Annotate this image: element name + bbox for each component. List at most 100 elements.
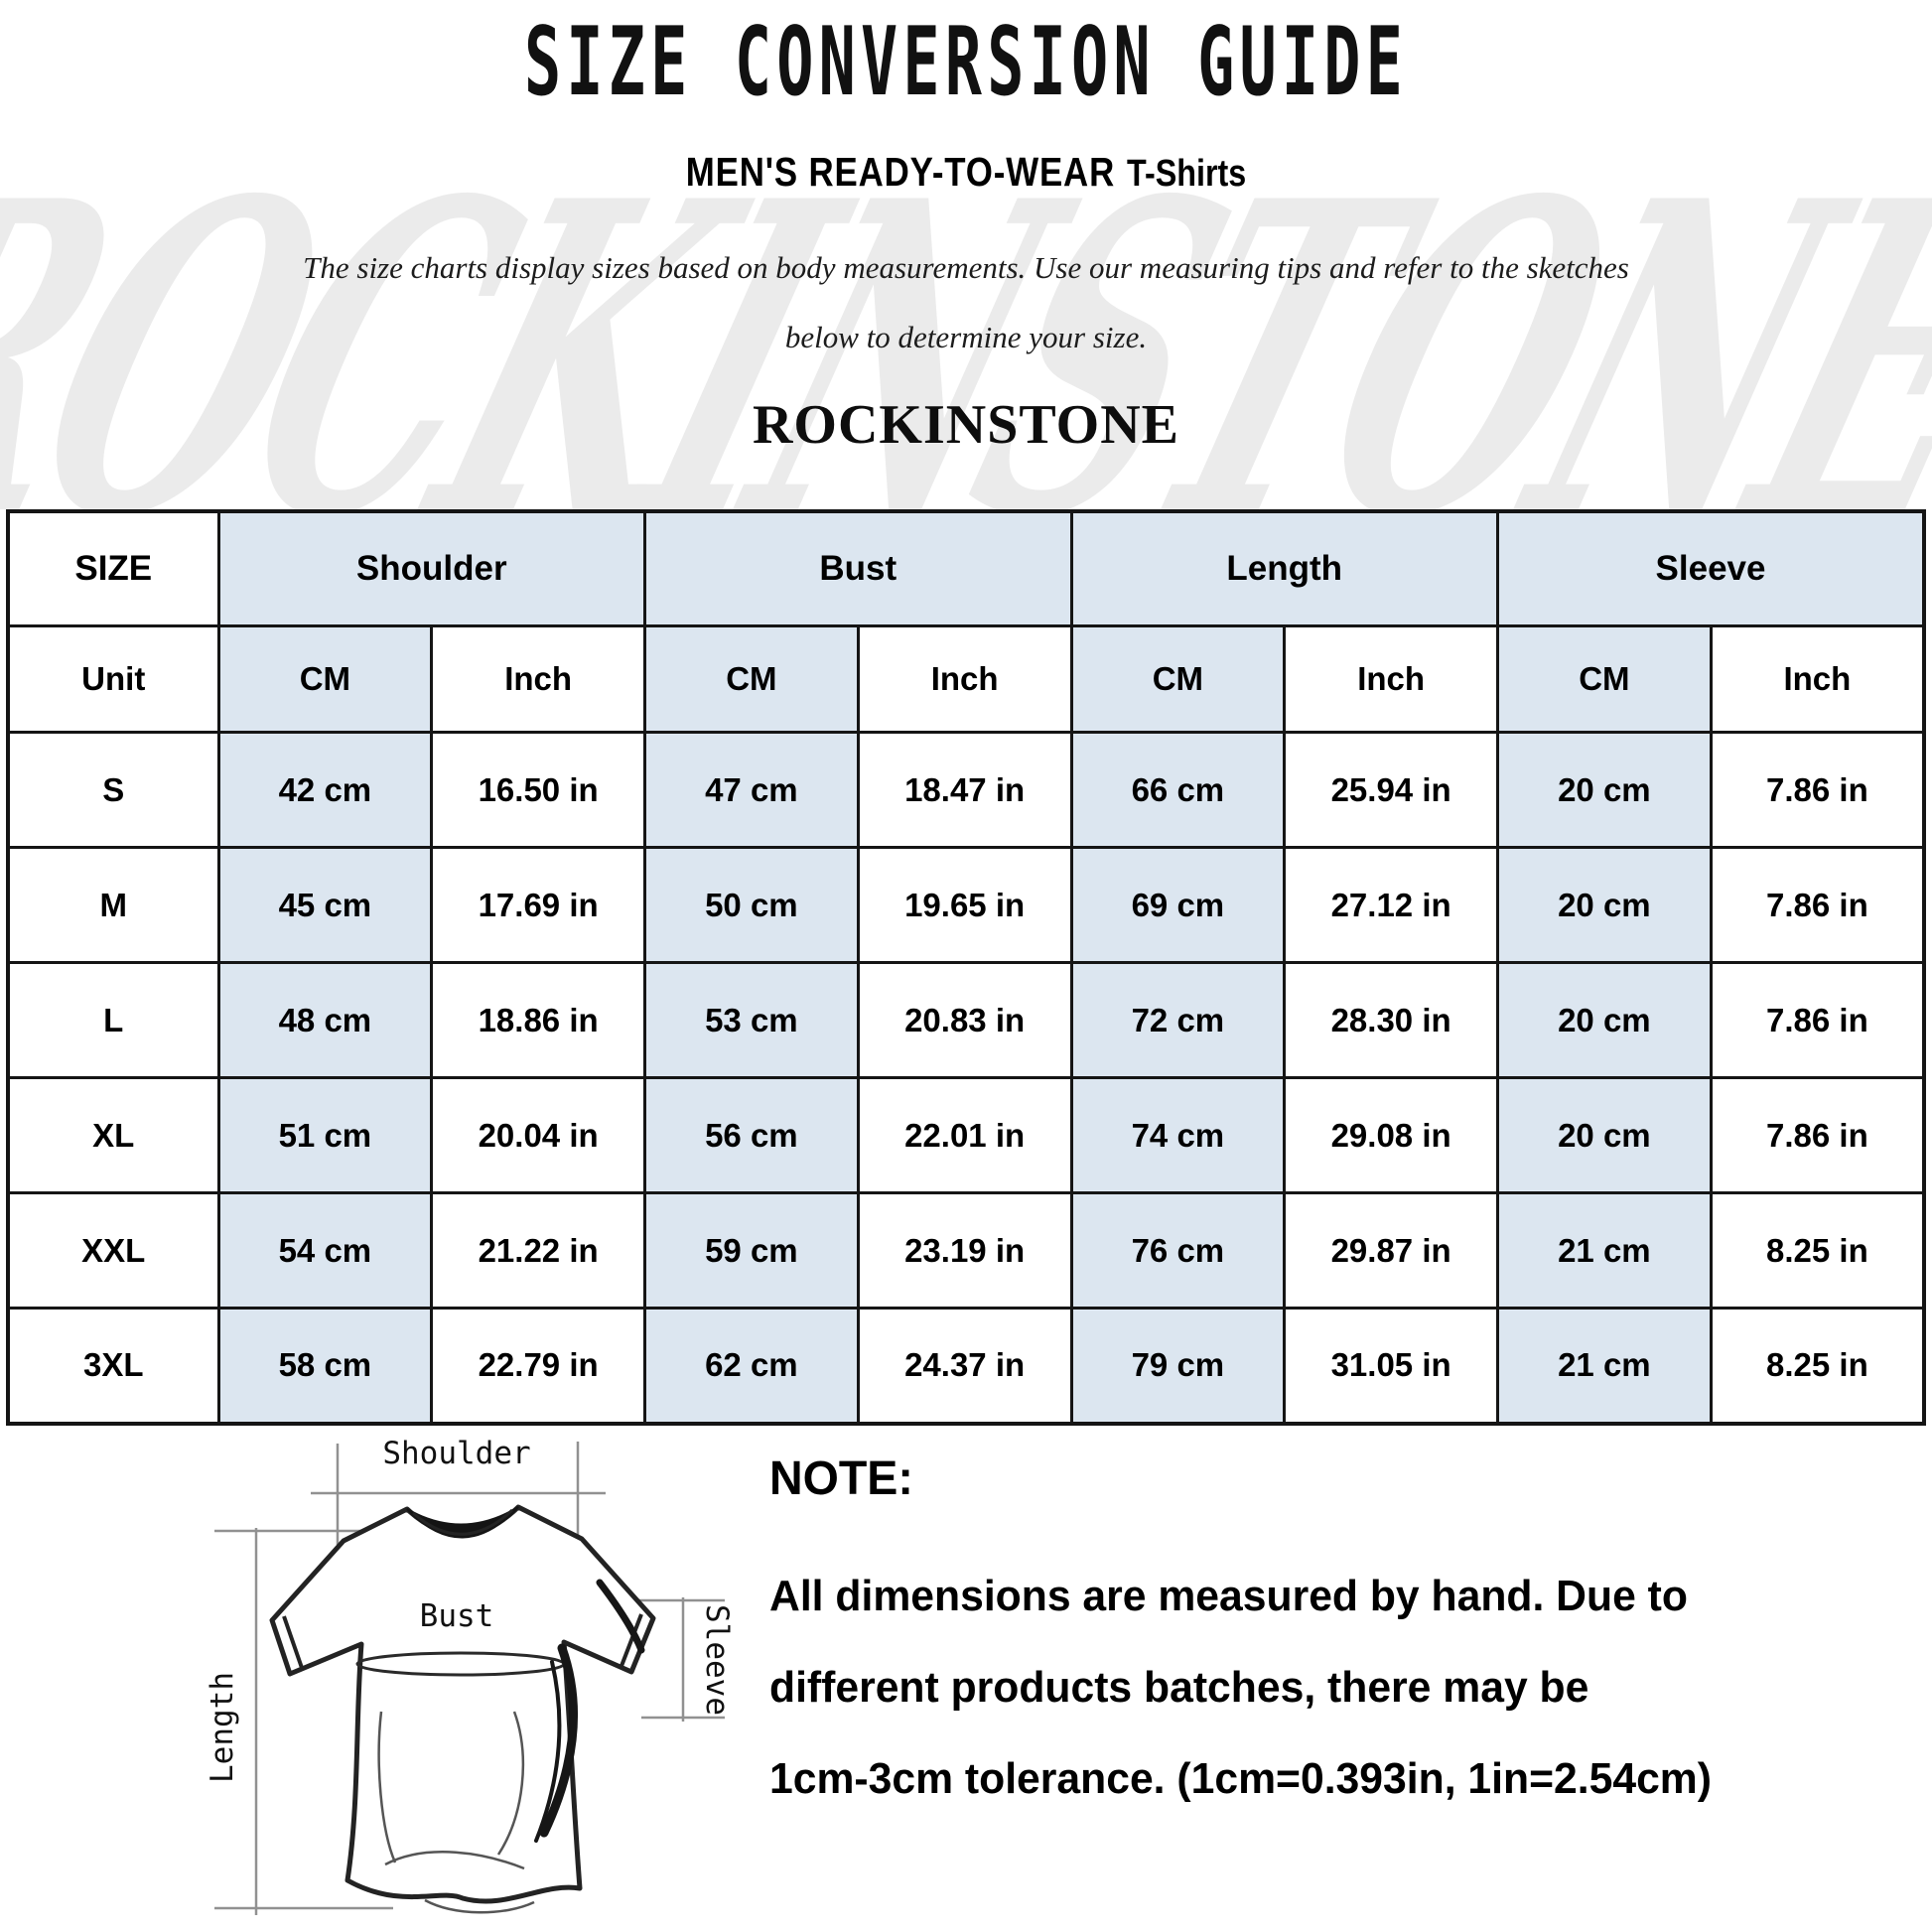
size-label: XL (6, 1076, 220, 1194)
tshirt-outline (269, 1504, 656, 1914)
measurement-cell: 20 cm (1496, 731, 1713, 849)
measurement-cell: 74 cm (1069, 1076, 1287, 1194)
measurement-cell: 62 cm (643, 1307, 860, 1425)
length-label: Length (205, 1672, 240, 1783)
group-header-length: Length (1069, 509, 1499, 627)
measurement-cell: 58 cm (216, 1307, 434, 1425)
brand-name: ROCKINSTONE (752, 394, 1180, 456)
size-label: S (6, 731, 220, 849)
unit-header-cm: CM (643, 624, 860, 734)
size-table-body: S 42 cm 16.50 in 47 cm 18.47 in 66 cm 25.94 in… (6, 731, 1926, 1425)
size-label: XXL (6, 1191, 220, 1310)
measurement-cell: 47 cm (643, 731, 860, 849)
page-title: SIZE CONVERSION GUIDE (524, 8, 1408, 117)
measurement-cell: 59 cm (643, 1191, 860, 1310)
tshirt-sketch: Shoulder Bust Length Sleeve (205, 1436, 735, 1915)
measurement-cell: 72 cm (1069, 961, 1287, 1079)
measurement-cell: 20.04 in (430, 1076, 646, 1194)
table-row: XL 51 cm 20.04 in 56 cm 22.01 in 74 cm 29.08 i… (6, 1076, 1926, 1194)
measurement-cell: 24.37 in (856, 1307, 1073, 1425)
description-line-1: The size charts display sizes based on b… (303, 250, 1629, 285)
measurement-cell: 8.25 in (1709, 1307, 1926, 1425)
unit-header-cm: CM (216, 624, 434, 734)
collar (406, 1506, 519, 1539)
note-line: 1cm-3cm tolerance. (1cm=0.393in, 1in=2.5… (769, 1754, 1712, 1803)
description-line-2: below to determine your size. (784, 320, 1148, 354)
measurement-cell: 54 cm (216, 1191, 434, 1310)
measurement-cell: 18.47 in (856, 731, 1073, 849)
unit-header-cm: CM (1069, 624, 1287, 734)
measurement-cell: 21 cm (1496, 1307, 1713, 1425)
subtitle-product: T-Shirts (1126, 153, 1247, 195)
measurement-cell: 7.86 in (1709, 961, 1926, 1079)
group-header-shoulder: Shoulder (216, 509, 646, 627)
tshirt-measurement-diagram: Shoulder Bust Length Sleeve (187, 1414, 739, 1932)
page-subtitle: MEN'S READY-TO-WEAR T-Shirts (686, 149, 1246, 196)
unit-header-cm: CM (1496, 624, 1713, 734)
measurement-cell: 7.86 in (1709, 731, 1926, 849)
table-row: S 42 cm 16.50 in 47 cm 18.47 in 66 cm 25.94 in… (6, 731, 1926, 849)
measurement-cell: 23.19 in (856, 1191, 1073, 1310)
table-group-header-row: SIZE Shoulder Bust Length Sleeve (6, 509, 1926, 627)
note-heading: NOTE: (769, 1452, 913, 1505)
group-header-sleeve: Sleeve (1496, 509, 1926, 627)
size-column-header: SIZE (6, 509, 220, 627)
measurement-cell: 51 cm (216, 1076, 434, 1194)
note-line: All dimensions are measured by hand. Due… (769, 1572, 1688, 1620)
group-header-bust: Bust (643, 509, 1073, 627)
bust-label: Bust (420, 1598, 494, 1634)
measurement-cell: 45 cm (216, 846, 434, 964)
size-conversion-table: SIZE Shoulder Bust Length Sleeve Unit CM… (6, 509, 1926, 1426)
measurement-cell: 28.30 in (1283, 961, 1499, 1079)
table-row: L 48 cm 18.86 in 53 cm 20.83 in 72 cm 28.30 in… (6, 961, 1926, 1079)
measurement-cell: 21 cm (1496, 1191, 1713, 1310)
unit-header-inch: Inch (1283, 624, 1499, 734)
note-block: NOTE: All dimensions are measured by han… (769, 1451, 1886, 1825)
table-row: 3XL 58 cm 22.79 in 62 cm 24.37 in 79 cm 31.05 … (6, 1307, 1926, 1425)
measurement-cell: 50 cm (643, 846, 860, 964)
measurement-cell: 7.86 in (1709, 846, 1926, 964)
shadow-strokes (534, 1579, 645, 1843)
unit-header-inch: Inch (430, 624, 646, 734)
measurement-cell: 22.01 in (856, 1076, 1073, 1194)
measurement-cell: 17.69 in (430, 846, 646, 964)
measurement-guides (214, 1442, 725, 1915)
measurement-cell: 20 cm (1496, 961, 1713, 1079)
note-line: different products batches, there may be (769, 1663, 1589, 1712)
measurement-cell: 66 cm (1069, 731, 1287, 849)
measurement-cell: 19.65 in (856, 846, 1073, 964)
measurement-cell: 29.87 in (1283, 1191, 1499, 1310)
table-row: XXL 54 cm 21.22 in 59 cm 23.19 in 76 cm 29.87 … (6, 1191, 1926, 1310)
measurement-cell: 20.83 in (856, 961, 1073, 1079)
unit-header-inch: Inch (1709, 624, 1926, 734)
measurement-cell: 56 cm (643, 1076, 860, 1194)
unit-label: Unit (6, 624, 220, 734)
shoulder-label: Shoulder (382, 1436, 530, 1471)
measurement-cell: 79 cm (1069, 1307, 1287, 1425)
measurement-cell: 22.79 in (430, 1307, 646, 1425)
measurement-cell: 42 cm (216, 731, 434, 849)
measurement-cell: 53 cm (643, 961, 860, 1079)
measurement-cell: 18.86 in (430, 961, 646, 1079)
size-label: M (6, 846, 220, 964)
measurement-cell: 29.08 in (1283, 1076, 1499, 1194)
measurement-cell: 31.05 in (1283, 1307, 1499, 1425)
measurement-cell: 7.86 in (1709, 1076, 1926, 1194)
measurement-cell: 21.22 in (430, 1191, 646, 1310)
measurement-cell: 20 cm (1496, 846, 1713, 964)
size-label: L (6, 961, 220, 1079)
measurement-cell: 25.94 in (1283, 731, 1499, 849)
measurement-cell: 27.12 in (1283, 846, 1499, 964)
measurement-cell: 76 cm (1069, 1191, 1287, 1310)
subtitle-category: MEN'S READY-TO-WEAR (685, 149, 1116, 195)
table-row: M 45 cm 17.69 in 50 cm 19.65 in 69 cm 27.12 in… (6, 846, 1926, 964)
table-unit-header-row: Unit CM Inch CM Inch CM Inch CM Inch (6, 624, 1926, 734)
sleeve-label: Sleeve (699, 1604, 735, 1716)
unit-header-inch: Inch (856, 624, 1073, 734)
measurement-cell: 48 cm (216, 961, 434, 1079)
measurement-cell: 69 cm (1069, 846, 1287, 964)
size-label: 3XL (6, 1307, 220, 1425)
measurement-cell: 16.50 in (430, 731, 646, 849)
measurement-cell: 20 cm (1496, 1076, 1713, 1194)
